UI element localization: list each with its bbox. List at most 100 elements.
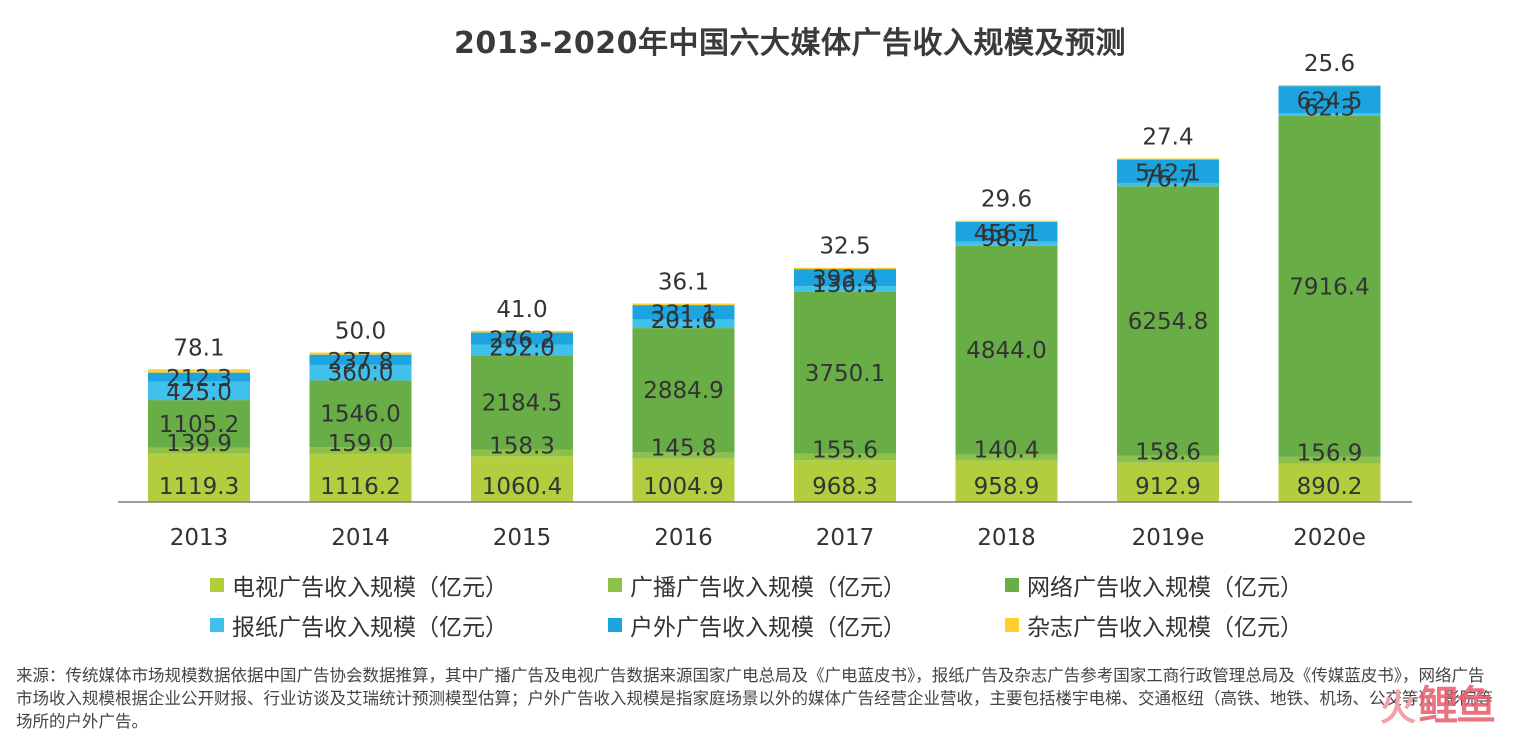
legend-label-outdoor: 户外广告收入规模（亿元） bbox=[630, 615, 906, 641]
bar-segment-tv-2019e bbox=[1117, 462, 1219, 502]
bar-segment-outdoor-2019e bbox=[1117, 159, 1219, 183]
legend-label-newspaper: 报纸广告收入规模（亿元） bbox=[232, 615, 508, 641]
bar-segment-magazine-2015 bbox=[471, 330, 573, 333]
data-label-outdoor-2013: 212.3 bbox=[166, 366, 232, 392]
data-label-outdoor-2019e: 542.1 bbox=[1135, 160, 1201, 186]
x-tick-label-2014: 2014 bbox=[331, 525, 390, 551]
bar-segment-tv-2015 bbox=[471, 456, 573, 502]
data-label-tv-2013: 1119.3 bbox=[159, 474, 239, 500]
x-tick-label-2015: 2015 bbox=[493, 525, 552, 551]
data-label-newspaper-2014: 360.0 bbox=[328, 360, 394, 386]
legend-item-radio: 广播广告收入规模（亿元） bbox=[608, 568, 906, 602]
data-label-newspaper-2015: 252.0 bbox=[489, 335, 555, 361]
data-label-tv-2014: 1116.2 bbox=[320, 474, 400, 500]
data-label-online-2015: 2184.5 bbox=[482, 390, 562, 416]
bar-segment-radio-2016 bbox=[632, 452, 735, 459]
bar-segment-newspaper-2014 bbox=[309, 364, 412, 381]
data-label-tv-2020e: 890.2 bbox=[1297, 474, 1363, 500]
legend-item-newspaper: 报纸广告收入规模（亿元） bbox=[210, 608, 508, 642]
watermark-logo: 火 鲤鱼 bbox=[1379, 673, 1496, 731]
bar-segment-newspaper-2016 bbox=[632, 319, 735, 329]
x-tick-label-2018: 2018 bbox=[977, 525, 1036, 551]
bar-segment-outdoor-2017 bbox=[794, 269, 896, 287]
bar-segment-online-2017 bbox=[794, 291, 896, 454]
bar-segment-radio-2013 bbox=[148, 447, 250, 454]
data-label-tv-2016: 1004.9 bbox=[643, 474, 723, 500]
data-label-radio-2020e: 156.9 bbox=[1297, 441, 1363, 467]
data-label-magazine-2020e: 25.6 bbox=[1304, 51, 1355, 77]
data-label-magazine-2014: 50.0 bbox=[335, 318, 386, 344]
data-label-magazine-2019e: 27.4 bbox=[1142, 124, 1193, 150]
data-label-newspaper-2020e: 62.3 bbox=[1304, 96, 1355, 122]
legend-item-outdoor: 户外广告收入规模（亿元） bbox=[608, 608, 906, 642]
bar-segment-tv-2020e bbox=[1278, 463, 1381, 502]
bar-segment-outdoor-2014 bbox=[309, 354, 412, 365]
x-tick-label-2017: 2017 bbox=[816, 525, 875, 551]
bar-segment-online-2016 bbox=[632, 328, 735, 453]
data-label-magazine-2017: 32.5 bbox=[819, 234, 870, 260]
x-tick-label-2019e: 2019e bbox=[1132, 525, 1205, 551]
data-label-tv-2018: 958.9 bbox=[974, 474, 1040, 500]
bar-segment-newspaper-2015 bbox=[471, 344, 573, 356]
bar-segment-online-2020e bbox=[1278, 115, 1381, 457]
data-label-newspaper-2017: 136.3 bbox=[812, 272, 878, 298]
data-label-outdoor-2015: 276.2 bbox=[489, 328, 555, 354]
bar-segment-outdoor-2018 bbox=[955, 221, 1058, 242]
data-label-online-2019e: 6254.8 bbox=[1128, 309, 1208, 335]
data-label-outdoor-2020e: 624.5 bbox=[1297, 89, 1363, 115]
legend-swatch-magazine bbox=[1005, 618, 1019, 632]
bar-segment-online-2014 bbox=[309, 380, 412, 448]
bar-segment-radio-2019e bbox=[1117, 455, 1219, 463]
bar-segment-tv-2013 bbox=[148, 453, 250, 502]
legend-label-radio: 广播广告收入规模（亿元） bbox=[630, 575, 906, 601]
source-note: 来源：传统媒体市场规模数据依据中国广告协会数据推算，其中广播广告及电视广告数据来… bbox=[16, 666, 1493, 731]
data-label-newspaper-2013: 425.0 bbox=[166, 380, 232, 406]
watermark-mark: 火 bbox=[1379, 687, 1416, 729]
legend-label-magazine: 杂志广告收入规模（亿元） bbox=[1027, 615, 1303, 641]
bar-segment-radio-2017 bbox=[794, 453, 896, 461]
bar-segment-online-2019e bbox=[1117, 186, 1219, 456]
data-label-radio-2017: 155.6 bbox=[812, 437, 878, 463]
x-tick-label-2016: 2016 bbox=[654, 525, 713, 551]
bar-segment-tv-2018 bbox=[955, 460, 1058, 502]
legend-swatch-online bbox=[1005, 578, 1019, 592]
x-tick-label-2020e: 2020e bbox=[1293, 525, 1366, 551]
data-label-outdoor-2014: 237.8 bbox=[328, 349, 394, 375]
bar-segment-newspaper-2017 bbox=[794, 286, 896, 292]
bar-segment-radio-2018 bbox=[955, 454, 1058, 461]
legend-item-tv: 电视广告收入规模（亿元） bbox=[210, 568, 508, 602]
bar-segment-newspaper-2020e bbox=[1278, 113, 1381, 116]
bar-segment-magazine-2019e bbox=[1117, 158, 1219, 160]
bar-segment-magazine-2020e bbox=[1278, 85, 1381, 87]
data-label-radio-2018: 140.4 bbox=[974, 438, 1040, 464]
data-label-tv-2015: 1060.4 bbox=[482, 474, 562, 500]
bar-segment-online-2018 bbox=[955, 245, 1058, 455]
data-label-magazine-2015: 41.0 bbox=[496, 297, 547, 323]
data-label-radio-2015: 158.3 bbox=[489, 433, 555, 459]
data-label-online-2020e: 7916.4 bbox=[1289, 274, 1369, 300]
data-label-radio-2013: 139.9 bbox=[166, 431, 232, 457]
data-label-radio-2019e: 158.6 bbox=[1135, 440, 1201, 466]
data-label-online-2017: 3750.1 bbox=[805, 361, 885, 387]
bar-segment-tv-2017 bbox=[794, 460, 896, 502]
data-label-tv-2019e: 912.9 bbox=[1135, 474, 1201, 500]
data-label-online-2013: 1105.2 bbox=[159, 412, 239, 438]
bar-segment-outdoor-2016 bbox=[632, 305, 735, 320]
data-label-newspaper-2019e: 76.7 bbox=[1142, 166, 1193, 192]
data-label-newspaper-2018: 98.7 bbox=[981, 226, 1032, 252]
bar-segment-outdoor-2013 bbox=[148, 372, 250, 382]
data-label-online-2016: 2884.9 bbox=[643, 378, 723, 404]
legend-item-magazine: 杂志广告收入规模（亿元） bbox=[1005, 608, 1303, 642]
bar-segment-magazine-2016 bbox=[632, 303, 735, 306]
data-label-magazine-2016: 36.1 bbox=[658, 270, 709, 296]
legend-item-online: 网络广告收入规模（亿元） bbox=[1005, 568, 1303, 602]
data-label-outdoor-2017: 393.4 bbox=[812, 267, 878, 293]
data-label-outdoor-2016: 331.1 bbox=[651, 301, 717, 327]
watermark-text: 鲤鱼 bbox=[1418, 683, 1496, 729]
bar-segment-online-2013 bbox=[148, 400, 250, 448]
bar-segment-magazine-2017 bbox=[794, 267, 896, 270]
data-label-outdoor-2018: 456.1 bbox=[974, 221, 1040, 247]
bar-segment-radio-2014 bbox=[309, 447, 412, 454]
bar-segment-newspaper-2019e bbox=[1117, 182, 1219, 187]
